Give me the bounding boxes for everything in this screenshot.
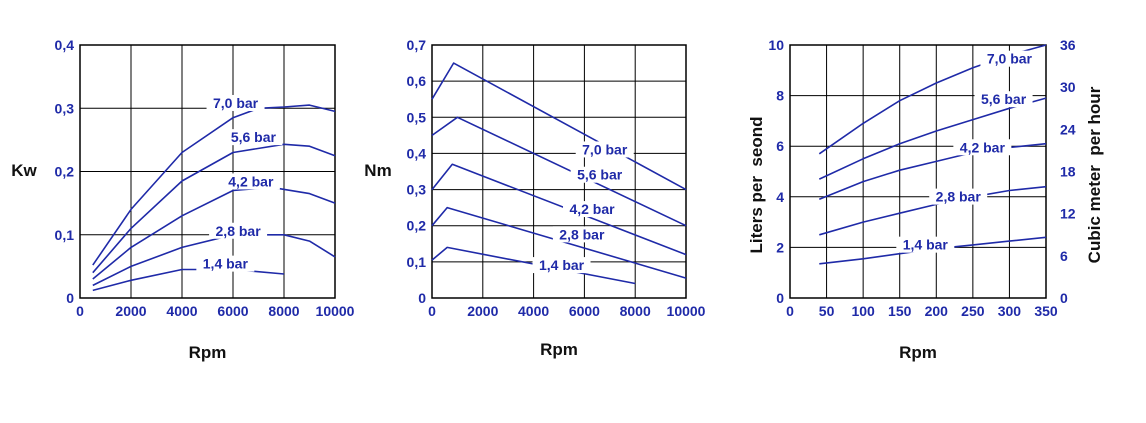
series-label-4: 2,8 bar: [936, 189, 982, 205]
y-tick-label: 0,4: [407, 145, 427, 161]
series-line-2: [92, 143, 336, 274]
series-label-4: 2,8 bar: [559, 226, 605, 242]
y-tick-label: 4: [776, 189, 784, 205]
x-tick-label: 10000: [316, 303, 355, 319]
x-tick-label: 250: [961, 303, 985, 319]
chart-1: 0 2000 4000 6000 8000 10000 0 0,1 0,2 0,3 0,4 Rpm Kw…: [11, 37, 354, 362]
series-label-background: [196, 255, 255, 272]
series-label-background: [953, 139, 1012, 156]
y-tick-label: 8: [776, 88, 784, 104]
x-tick-label: 150: [888, 303, 912, 319]
series-label-5: 1,4 bar: [903, 237, 949, 253]
x-tick-label: 4000: [166, 303, 197, 319]
series-line-4: [431, 206, 687, 279]
series-line-3: [92, 186, 336, 280]
series-line-5: [92, 268, 285, 292]
series-label-background: [206, 94, 265, 111]
y-tick-label: 0,3: [55, 100, 75, 116]
series-label-2: 5,6 bar: [577, 167, 623, 183]
y2-tick-label: 6: [1060, 248, 1068, 264]
x-tick-label: 200: [925, 303, 949, 319]
x-tick-label: 0: [76, 303, 84, 319]
series-label-background: [896, 236, 955, 253]
y-tick-label: 0,5: [407, 109, 427, 125]
x-tick-label: 2000: [467, 303, 498, 319]
x-tick-label: 6000: [569, 303, 600, 319]
y2-tick-label: 30: [1060, 79, 1076, 95]
series-label-background: [929, 188, 988, 205]
y2-tick-label: 0: [1060, 290, 1068, 306]
y2-tick-label: 36: [1060, 37, 1076, 53]
series-label-background: [224, 129, 283, 146]
series-label-3: 4,2 bar: [228, 173, 274, 189]
x-tick-label: 8000: [620, 303, 651, 319]
y-tick-label: 0,3: [407, 182, 427, 198]
y-tick-label: 6: [776, 138, 784, 154]
x-axis-title: Rpm: [540, 340, 578, 359]
plot-frame: [79, 44, 336, 299]
y-tick-label: 10: [768, 37, 784, 53]
x-tick-label: 0: [428, 303, 436, 319]
x-axis-title: Rpm: [189, 343, 227, 362]
x-axis-title: Rpm: [899, 343, 937, 362]
y-axis-title: Liters per seond: [747, 117, 766, 254]
chart-3: 0 50 100 150 200 250 300 3500246810061218243036…: [747, 37, 1104, 362]
series-label-2: 5,6 bar: [231, 129, 277, 145]
chart-2: 0 2000 4000 6000 8000 10000 0 0,1 0,2 0,3 0,4 0,5 0,…: [364, 37, 705, 359]
series-label-3: 4,2 bar: [569, 201, 615, 217]
y-tick-label: 0,2: [55, 164, 75, 180]
series-label-5: 1,4 bar: [539, 257, 585, 273]
x-tick-label: 2000: [115, 303, 146, 319]
series-label-2: 5,6 bar: [981, 91, 1027, 107]
plot-frame: [789, 44, 1047, 299]
series-label-background: [980, 50, 1039, 67]
series-label-1: 7,0 bar: [213, 95, 259, 111]
x-tick-label: 4000: [518, 303, 549, 319]
series-label-background: [221, 173, 280, 190]
y-axis-title: Nm: [364, 161, 391, 180]
x-tick-label: 100: [851, 303, 875, 319]
series-line-3: [431, 163, 687, 256]
x-tick-label: 300: [998, 303, 1022, 319]
x-tick-label: 8000: [268, 303, 299, 319]
series-label-background: [974, 91, 1033, 108]
plot-frame: [431, 44, 687, 299]
y-tick-label: 0,6: [407, 73, 427, 89]
y-tick-label: 2: [776, 239, 784, 255]
series-label-background: [570, 166, 629, 183]
series-label-background: [532, 257, 591, 274]
y-tick-label: 0: [418, 290, 426, 306]
x-tick-label: 0: [786, 303, 794, 319]
series-label-1: 7,0 bar: [987, 51, 1033, 67]
series-line-1: [92, 104, 336, 266]
y-tick-label: 0,7: [407, 37, 427, 53]
series-label-5: 1,4 bar: [203, 256, 249, 272]
series-label-background: [563, 201, 622, 218]
series-line-2: [431, 116, 687, 227]
y2-axis-title: Cubic meter per hour: [1085, 86, 1104, 263]
y-axis-title: Kw: [11, 161, 37, 180]
y-tick-label: 0,1: [55, 227, 75, 243]
x-tick-label: 10000: [667, 303, 706, 319]
y-tick-label: 0,2: [407, 218, 427, 234]
y-tick-label: 0,1: [407, 254, 427, 270]
series-label-background: [575, 141, 634, 158]
x-tick-label: 50: [819, 303, 835, 319]
series-label-background: [209, 222, 268, 239]
series-label-1: 7,0 bar: [582, 141, 628, 157]
y-tick-label: 0: [776, 290, 784, 306]
y2-tick-label: 18: [1060, 164, 1076, 180]
x-tick-label: 6000: [217, 303, 248, 319]
y2-tick-label: 12: [1060, 206, 1076, 222]
x-tick-label: 350: [1034, 303, 1058, 319]
series-label-background: [552, 226, 611, 243]
series-label-3: 4,2 bar: [960, 139, 1006, 155]
y-tick-label: 0: [66, 290, 74, 306]
y-tick-label: 0,4: [55, 37, 75, 53]
y2-tick-label: 24: [1060, 121, 1076, 137]
series-label-4: 2,8 bar: [216, 223, 262, 239]
series-line-2: [818, 97, 1047, 180]
